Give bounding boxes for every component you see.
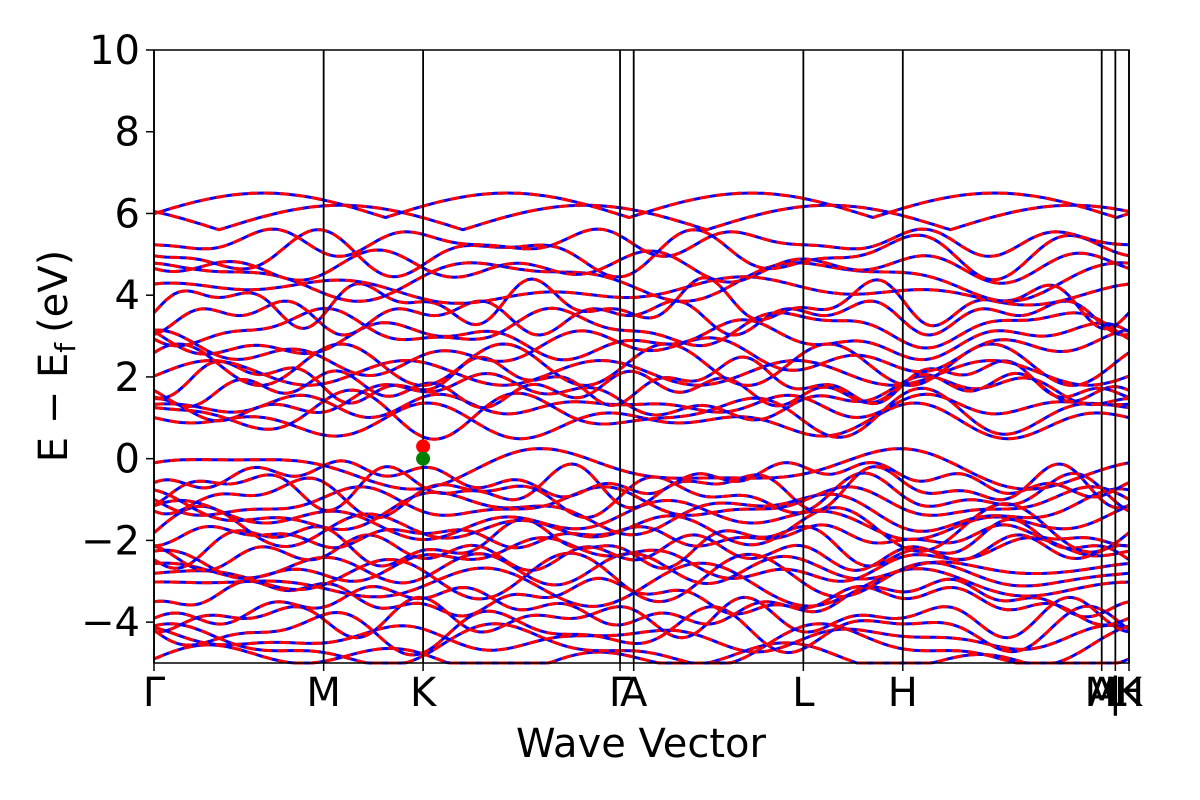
x-tick-label: H — [1114, 670, 1144, 716]
y-tick-label: 4 — [115, 273, 140, 319]
band-line-dashed — [153, 487, 1130, 537]
band-line-dashed — [153, 499, 1130, 541]
y-axis-label-main: E − E — [31, 353, 77, 463]
band-line-dashed — [154, 371, 1130, 423]
y-tick-label: 0 — [115, 437, 140, 483]
band-line-dashed — [153, 369, 1130, 410]
band-line-dashed — [153, 576, 1130, 619]
x-tick-label: Γ — [609, 670, 632, 716]
band-line-solid — [153, 392, 1130, 420]
y-tick-label: −2 — [81, 518, 140, 564]
band-line-dashed — [153, 275, 1130, 307]
y-axis-label-unit: (eV) — [31, 250, 77, 333]
band-line-dashed — [153, 523, 1129, 550]
band-line-dashed — [153, 355, 1130, 407]
x-tick-label: A — [1088, 670, 1116, 716]
band-line-dashed — [153, 392, 1130, 420]
x-axis-ticks: Γ M K ΓA L H AM|LHK — [143, 663, 1144, 716]
band-line-dashed — [153, 485, 1130, 517]
band-edge-point — [416, 439, 431, 454]
y-tick-label: 8 — [115, 110, 140, 156]
x-tick-label: A — [620, 670, 648, 716]
band-line-dashed — [153, 248, 1130, 285]
band-line-dashed — [153, 203, 1130, 232]
band-line-dashed — [153, 447, 1130, 491]
x-tick-label: | — [1109, 670, 1122, 716]
band-line-dashed — [153, 299, 1130, 337]
x-axis-label: Wave Vector — [516, 721, 767, 767]
band-lines — [152, 191, 1131, 665]
kpoint-separators — [153, 50, 1130, 663]
band-line-dashed — [153, 462, 1130, 513]
x-tick-label: M — [306, 670, 341, 716]
band-line-dashed — [153, 328, 1130, 378]
band-line-dashed — [153, 622, 1130, 665]
x-tick-label: Γ — [143, 670, 166, 716]
y-tick-label: −4 — [81, 600, 140, 646]
band-line-dashed — [153, 604, 1130, 657]
band-line-dashed — [153, 595, 1130, 640]
band-line-dashed — [153, 358, 1130, 387]
band-edge-markers — [416, 439, 431, 466]
band-line-dashed — [152, 276, 1131, 331]
y-tick-label: 10 — [89, 28, 140, 74]
plot-frame — [153, 49, 1130, 664]
y-axis-ticks: 10 8 6 4 2 0 −2 −4 — [81, 28, 154, 646]
x-tick-label: H — [888, 670, 918, 716]
band-line-solid — [153, 471, 1130, 520]
band-line-dashed — [153, 386, 1130, 441]
y-tick-label: 6 — [115, 191, 140, 237]
band-line-dashed — [153, 584, 1130, 627]
band-line-dashed — [153, 228, 1130, 282]
x-tick-label: K — [410, 670, 438, 716]
y-tick-label: 2 — [115, 355, 140, 401]
band-edge-point — [416, 451, 431, 466]
x-tick-label: L — [1104, 670, 1127, 716]
band-line-dashed — [153, 551, 1130, 604]
band-line-dashed — [153, 191, 1130, 220]
y-axis-label: E − Ef (eV) — [31, 250, 82, 463]
band-line-dashed — [153, 261, 1130, 303]
x-tick-label: K — [1116, 670, 1144, 716]
y-axis-label-subscript: f — [49, 342, 82, 353]
band-line-dashed — [153, 459, 1130, 499]
band-line-solid — [153, 462, 1130, 513]
band-line-dashed — [153, 623, 1130, 654]
band-line-dashed — [153, 227, 1130, 258]
x-tick-label: M — [1084, 670, 1119, 716]
band-line-dashed — [153, 318, 1130, 362]
band-line-dashed — [153, 401, 1130, 441]
band-line-dashed — [153, 306, 1130, 350]
x-tick-label: L — [792, 670, 815, 716]
